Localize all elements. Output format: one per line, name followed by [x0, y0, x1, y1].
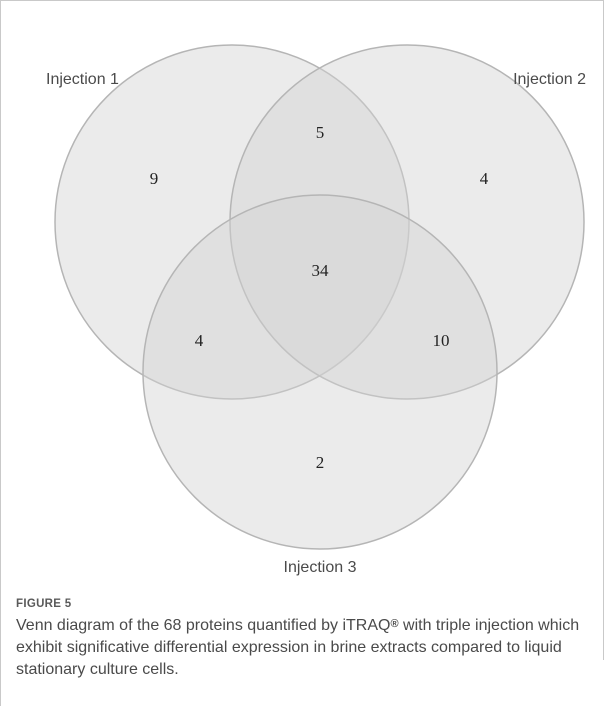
frame-left-border	[0, 0, 1, 706]
count-only-injection-2: 4	[480, 169, 489, 188]
figure-caption-text: Venn diagram of the 68 proteins quantifi…	[16, 615, 596, 681]
count-injection-2-and-3: 10	[433, 331, 450, 350]
circle-injection-2	[229, 44, 585, 400]
caption-text-end: with triple injection which exhibit sign…	[16, 617, 580, 678]
count-all-injections: 34	[312, 261, 330, 280]
figure-caption: FIGURE 5 Venn diagram of the 68 proteins…	[16, 598, 596, 681]
count-injection-1-and-3: 4	[195, 331, 204, 350]
frame-top-border	[0, 0, 604, 1]
caption-text-start: Venn diagram of the 68 proteins quantifi…	[16, 617, 391, 634]
frame-right-border	[603, 0, 604, 660]
venn-diagram: Injection 1 Injection 2 Injection 3 9 4 …	[46, 44, 586, 576]
figure-label: FIGURE 5	[16, 598, 72, 610]
count-injection-1-and-2: 5	[316, 123, 325, 142]
circle-injection-3	[142, 194, 498, 550]
count-only-injection-3: 2	[316, 453, 325, 472]
circle-injection-1	[54, 44, 410, 400]
set-label-injection-2: Injection 2	[513, 71, 586, 88]
registered-mark: ®	[390, 618, 399, 630]
set-label-injection-1: Injection 1	[46, 71, 119, 88]
set-label-injection-3: Injection 3	[284, 559, 357, 576]
count-only-injection-1: 9	[150, 169, 159, 188]
